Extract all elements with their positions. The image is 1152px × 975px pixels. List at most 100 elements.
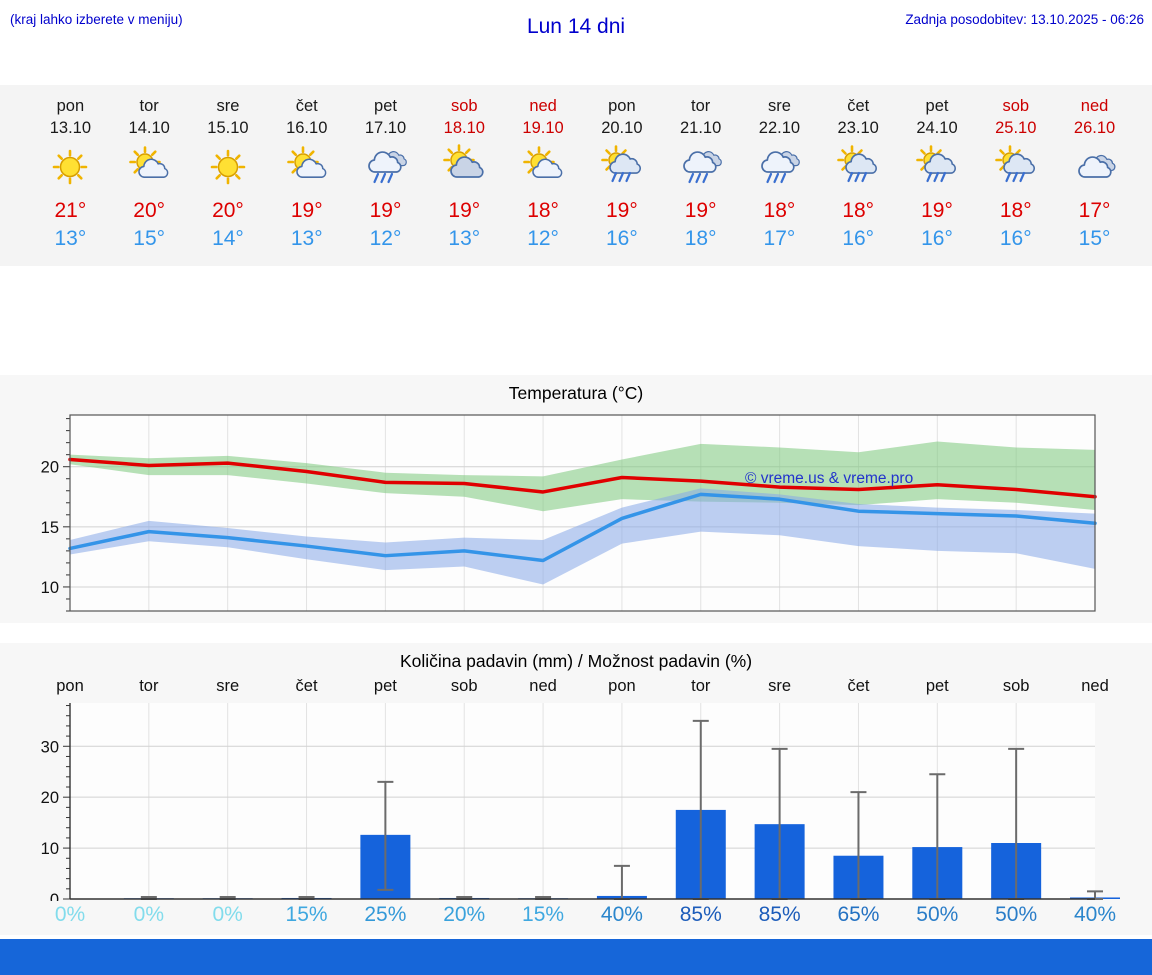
weather-icon-sun-rain [913, 144, 961, 190]
forecast-day[interactable]: ned 19.10 18° 12° [504, 95, 583, 252]
forecast-day[interactable]: čet 23.10 18° 16° [819, 95, 898, 252]
day-name: pon [608, 97, 636, 115]
precip-probability: 25% [364, 903, 407, 927]
day-low-temp: 16° [842, 226, 875, 250]
forecast-day[interactable]: čet 16.10 19° 13° [267, 95, 346, 252]
precip-probability: 40% [600, 903, 643, 927]
footer-bar [0, 939, 1152, 975]
weather-icon-sun-rain [834, 144, 882, 190]
day-low-temp: 17° [763, 226, 796, 250]
day-low-temp: 15° [1078, 226, 1111, 250]
weather-icon-mostly [440, 143, 488, 190]
precip-probability: 15% [522, 903, 565, 927]
forecast-day[interactable]: ned 26.10 17° 15° [1055, 95, 1134, 252]
svg-text:0: 0 [50, 891, 59, 901]
precip-day-label: sob [450, 677, 478, 696]
day-name: ned [1080, 97, 1109, 115]
forecast-day[interactable]: tor 21.10 19° 18° [661, 95, 740, 252]
day-name: čet [295, 97, 318, 115]
day-low-temp: 16° [999, 226, 1032, 250]
temperature-section: Temperatura (°C) © vreme.us & vreme.pro 1… [0, 375, 1152, 624]
forecast-day[interactable]: pon 20.10 19° 16° [582, 95, 661, 252]
last-updated: Zadnja posodobitev: 13.10.2025 - 06:26 [905, 12, 1144, 27]
weather-icon-sun-rain [598, 144, 646, 190]
day-low-temp: 13° [448, 226, 481, 250]
day-date: 23.10 [837, 119, 879, 138]
forecast-day[interactable]: sre 22.10 18° 17° [740, 95, 819, 252]
day-high-temp: 20° [212, 198, 244, 222]
day-date: 26.10 [1073, 119, 1116, 138]
day-date: 17.10 [364, 119, 407, 138]
precip-probability: 85% [679, 903, 722, 927]
svg-text:10: 10 [41, 579, 59, 597]
weather-icon-sunny [46, 144, 94, 190]
day-name: čet [847, 97, 870, 115]
day-low-temp: 12° [369, 226, 402, 250]
svg-text:15: 15 [41, 519, 59, 537]
temperature-chart: © vreme.us & vreme.pro 10 15 20 [41, 414, 1097, 612]
day-name: pet [374, 97, 397, 115]
day-high-temp: 18° [842, 198, 875, 222]
forecast-day[interactable]: sob 18.10 19° 13° [425, 95, 504, 252]
day-name: tor [691, 97, 711, 115]
forecast-day[interactable]: pon 13.10 21° 13° [31, 95, 110, 252]
precip-day-label: pet [925, 677, 949, 696]
day-high-temp: 21° [54, 198, 87, 222]
precip-day-label: sob [1002, 677, 1030, 696]
precip-day-label: čet [847, 677, 870, 696]
day-name: pet [925, 97, 949, 115]
precipitation-chart: 0 10 20 30 [41, 703, 1120, 901]
svg-text:10: 10 [41, 840, 59, 858]
day-date: 25.10 [995, 119, 1037, 138]
day-high-temp: 18° [763, 198, 796, 222]
svg-text:30: 30 [41, 738, 59, 756]
weather-icon-partly [125, 144, 173, 190]
header: (kraj lahko izberete v meniju) Lun 14 dn… [0, 0, 1152, 45]
day-low-temp: 15° [133, 226, 166, 250]
day-name: sre [767, 97, 791, 115]
day-low-temp: 12° [527, 226, 559, 250]
day-low-temp: 13° [290, 226, 323, 250]
day-date: 13.10 [49, 119, 92, 138]
weather-icon-sunny [204, 144, 252, 190]
precip-probability-labels: 0% 0% 0% 15% 25% 20% 15% 40% 85% 85% 65% 50% 50% 40% [55, 901, 1116, 931]
day-low-temp: 14° [212, 226, 244, 250]
day-date: 16.10 [286, 119, 328, 138]
precip-day-label: čet [295, 677, 318, 696]
precipitation-section: Količina padavin (mm) / Možnost padavin … [0, 643, 1152, 936]
day-date: 18.10 [443, 119, 485, 138]
weather-icon-sun-rain [992, 144, 1040, 190]
day-low-temp: 18° [684, 226, 717, 250]
precip-probability: 65% [837, 903, 880, 927]
precip-day-label: pet [373, 677, 397, 696]
location-hint: (kraj lahko izberete v meniju) [10, 12, 183, 27]
precip-day-label: tor [139, 677, 159, 696]
precip-probability: 0% [54, 903, 86, 927]
precip-probability: 20% [443, 903, 486, 927]
precip-probability: 40% [1073, 903, 1117, 927]
precipitation-chart-title: Količina padavin (mm) / Možnost padavin … [399, 651, 753, 672]
forecast-strip: pon 13.10 21° 13° tor 14.10 20° 15° sre 15.10 20° 1… [0, 85, 1152, 267]
day-high-temp: 18° [527, 198, 559, 222]
svg-text:© vreme.us & vreme.pro: © vreme.us & vreme.pro [745, 470, 913, 487]
day-low-temp: 16° [921, 226, 953, 250]
weather-icon-rain [755, 144, 803, 190]
precip-day-label: pon [56, 677, 84, 696]
weather-icon-rain [677, 144, 725, 190]
day-low-temp: 13° [54, 226, 87, 250]
day-date: 15.10 [207, 119, 249, 138]
weather-icon-partly [519, 144, 567, 190]
forecast-day[interactable]: sob 25.10 18° 16° [976, 95, 1055, 252]
precip-day-label: ned [1081, 677, 1109, 696]
forecast-day[interactable]: tor 14.10 20° 15° [110, 95, 189, 252]
precip-day-labels: pon tor sre čet pet sob ned pon tor sre čet pet sob n… [56, 675, 1109, 701]
day-high-temp: 20° [133, 198, 166, 222]
day-date: 14.10 [128, 119, 170, 138]
day-date: 20.10 [601, 119, 643, 138]
temperature-chart-title: Temperatura (°C) [508, 383, 644, 404]
forecast-day[interactable]: pet 24.10 19° 16° [898, 95, 977, 252]
day-high-temp: 18° [999, 198, 1032, 222]
precip-day-label: sre [768, 677, 792, 696]
forecast-day[interactable]: pet 17.10 19° 12° [346, 95, 425, 252]
forecast-day[interactable]: sre 15.10 20° 14° [189, 95, 268, 252]
